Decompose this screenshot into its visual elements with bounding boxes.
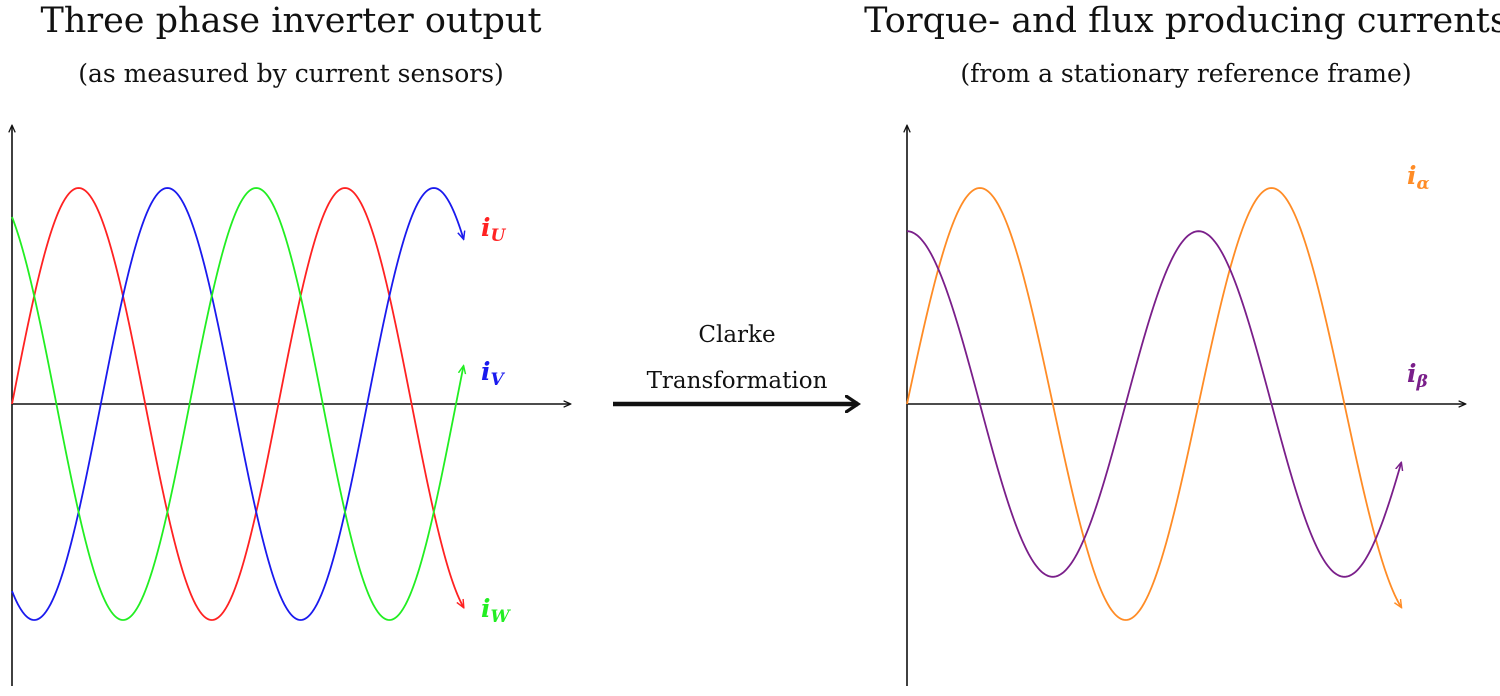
right-curves [906,187,1401,621]
label-i-beta: iβ [1407,359,1428,392]
transform-label-line1: Clarke [698,322,775,348]
series-line-iα [906,187,1401,621]
series-line-iu [11,187,463,621]
right-panel-title: Torque- and flux producing currents [864,1,1500,41]
label-i-v: iV [481,357,506,390]
left-curves [11,187,463,621]
label-i-u: iU [481,213,507,246]
label-i-alpha: iα [1407,161,1430,194]
series-line-iw [11,187,463,621]
series-line-iv [11,187,463,621]
left-panel-subtitle: (as measured by current sensors) [78,59,504,88]
label-i-w: iW [481,594,512,627]
left-panel-title: Three phase inverter output [40,1,541,41]
transform-label-line2: Transformation [647,368,828,394]
right-panel-subtitle: (from a stationary reference frame) [960,59,1411,88]
series-line-iβ [906,230,1401,578]
